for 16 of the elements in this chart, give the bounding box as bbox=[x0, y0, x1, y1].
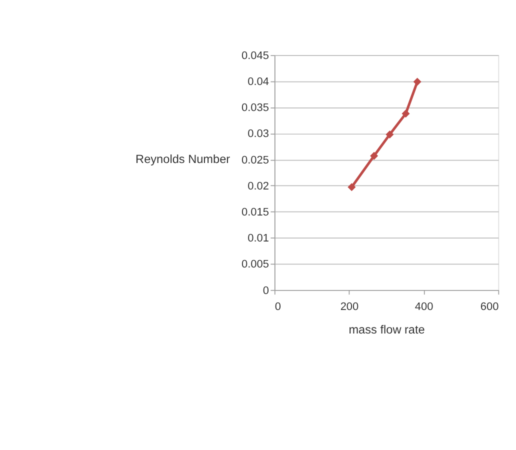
x-tick-label: 0 bbox=[274, 300, 281, 313]
y-tick-label: 0.03 bbox=[248, 128, 269, 140]
y-tick-label: 0 bbox=[262, 284, 269, 297]
y-tick-label: 0.025 bbox=[242, 154, 269, 166]
y-tick-label: 0.015 bbox=[242, 206, 269, 218]
y-tick-label: 0.04 bbox=[248, 76, 269, 88]
y-axis-title: Reynolds Number bbox=[136, 152, 230, 166]
y-tick-label: 0.035 bbox=[242, 102, 269, 114]
x-tick-label: 200 bbox=[340, 300, 359, 313]
y-tick-label: 0.01 bbox=[248, 232, 269, 245]
x-tick-label: 400 bbox=[414, 300, 434, 313]
x-tick-label: 600 bbox=[480, 300, 499, 313]
y-tick-label: 0.005 bbox=[242, 258, 269, 271]
x-axis-title: mass flow rate bbox=[348, 322, 426, 336]
y-tick-label: 0.02 bbox=[248, 180, 269, 192]
y-tick-label: 0.045 bbox=[242, 50, 269, 62]
